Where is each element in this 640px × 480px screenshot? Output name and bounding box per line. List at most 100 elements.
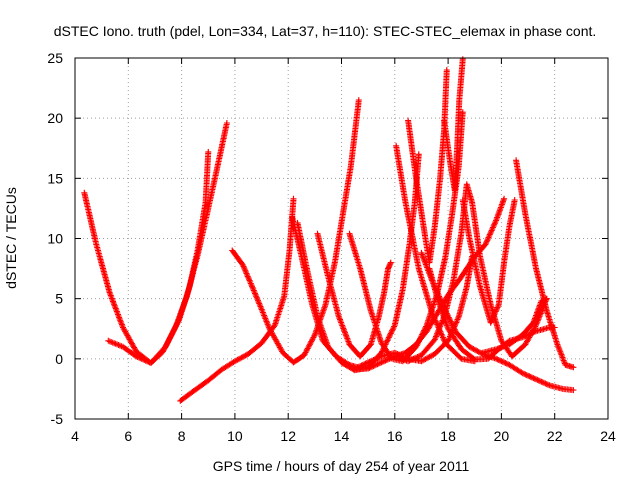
data-point bbox=[357, 265, 374, 313]
data-point bbox=[501, 225, 513, 266]
data-point bbox=[443, 67, 450, 73]
x-tick-label: 8 bbox=[178, 428, 186, 444]
data-point bbox=[229, 247, 245, 267]
data-point bbox=[266, 325, 286, 355]
data-point bbox=[453, 329, 472, 349]
data-point bbox=[175, 285, 193, 324]
data-point bbox=[538, 296, 549, 305]
data-point bbox=[469, 253, 476, 260]
data-point bbox=[391, 349, 410, 362]
data-point bbox=[449, 164, 462, 218]
chart-title: dSTEC Iono. truth (pdel, Lon=334, Lat=37… bbox=[54, 23, 597, 39]
data-point bbox=[281, 249, 293, 300]
x-tick-label: 6 bbox=[124, 428, 132, 444]
data-point bbox=[301, 333, 318, 359]
x-tick-label: 24 bbox=[600, 428, 616, 444]
data-point bbox=[314, 313, 331, 349]
x-axis-label: GPS time / hours of day 254 of year 2011 bbox=[213, 458, 470, 474]
data-point bbox=[513, 157, 529, 216]
series-17 bbox=[338, 195, 508, 373]
y-tick-label: 10 bbox=[47, 231, 63, 247]
x-tick-label: 12 bbox=[280, 428, 296, 444]
data-point bbox=[186, 249, 201, 290]
data-point bbox=[477, 253, 494, 307]
data-point bbox=[365, 354, 384, 366]
x-tick-label: 10 bbox=[227, 428, 243, 444]
x-tick-label: 4 bbox=[71, 428, 79, 444]
data-point bbox=[213, 121, 230, 176]
x-tick-label: 14 bbox=[334, 428, 350, 444]
series-18 bbox=[479, 295, 550, 356]
data-point bbox=[533, 376, 551, 388]
data-point bbox=[290, 353, 306, 366]
data-point bbox=[133, 353, 153, 366]
series-15 bbox=[459, 197, 518, 326]
data-point bbox=[405, 117, 419, 180]
y-tick-label: 0 bbox=[55, 351, 63, 367]
data-point bbox=[442, 213, 455, 260]
data-point bbox=[387, 259, 394, 266]
data-point bbox=[148, 345, 168, 366]
data-point bbox=[239, 262, 259, 298]
data-point bbox=[223, 120, 230, 126]
data-point bbox=[463, 255, 475, 290]
data-point bbox=[339, 164, 354, 218]
data-point bbox=[431, 338, 450, 357]
data-point bbox=[367, 307, 384, 345]
data-point bbox=[501, 195, 508, 202]
data-point bbox=[346, 230, 363, 271]
data-point bbox=[355, 97, 362, 104]
data-point bbox=[354, 360, 370, 371]
data-point bbox=[203, 170, 219, 218]
data-point bbox=[506, 332, 525, 348]
data-point bbox=[325, 274, 342, 319]
data-point bbox=[423, 311, 440, 335]
x-tick-label: 18 bbox=[440, 428, 456, 444]
data-point bbox=[415, 265, 435, 315]
data-point bbox=[177, 388, 197, 404]
data-point bbox=[338, 359, 357, 372]
data-point bbox=[506, 361, 525, 376]
data-point bbox=[413, 329, 429, 348]
data-point bbox=[253, 293, 272, 331]
data-point bbox=[493, 197, 507, 224]
series-7 bbox=[314, 230, 394, 360]
series-4 bbox=[229, 97, 362, 366]
data-point bbox=[458, 346, 477, 362]
data-point bbox=[570, 364, 577, 371]
data-point bbox=[418, 351, 437, 365]
data-point bbox=[487, 303, 502, 326]
data-point bbox=[81, 189, 99, 246]
data-point bbox=[303, 265, 321, 319]
x-tick-label: 20 bbox=[494, 428, 510, 444]
data-point bbox=[325, 343, 344, 365]
data-point bbox=[506, 198, 518, 230]
data-point bbox=[331, 213, 346, 266]
data-point bbox=[519, 320, 536, 338]
data-point bbox=[456, 57, 466, 104]
data-point bbox=[231, 351, 250, 365]
data-point bbox=[431, 176, 443, 230]
data-point bbox=[205, 367, 224, 384]
data-point bbox=[451, 140, 461, 194]
data-point bbox=[245, 341, 264, 357]
data-point bbox=[375, 291, 387, 320]
data-point bbox=[402, 342, 418, 356]
data-point bbox=[314, 230, 331, 279]
data-point bbox=[546, 382, 565, 392]
data-point bbox=[509, 342, 528, 360]
data-point bbox=[522, 211, 539, 270]
y-tick-label: 20 bbox=[47, 110, 63, 126]
data-point bbox=[378, 354, 397, 366]
data-point bbox=[459, 197, 473, 240]
data-point bbox=[205, 148, 212, 155]
data-point bbox=[391, 287, 406, 329]
series-11 bbox=[441, 56, 466, 194]
data-point bbox=[559, 385, 575, 393]
data-point bbox=[511, 197, 518, 203]
y-axis-label: dSTEC / TECUs bbox=[3, 187, 19, 289]
data-series bbox=[81, 56, 577, 404]
data-point bbox=[455, 266, 469, 284]
axis-ticks: 4 6 8 10 12 14 16 18 20 22 24 -5 0 5 10 15 20 25 bbox=[47, 50, 616, 444]
data-point bbox=[441, 117, 454, 168]
